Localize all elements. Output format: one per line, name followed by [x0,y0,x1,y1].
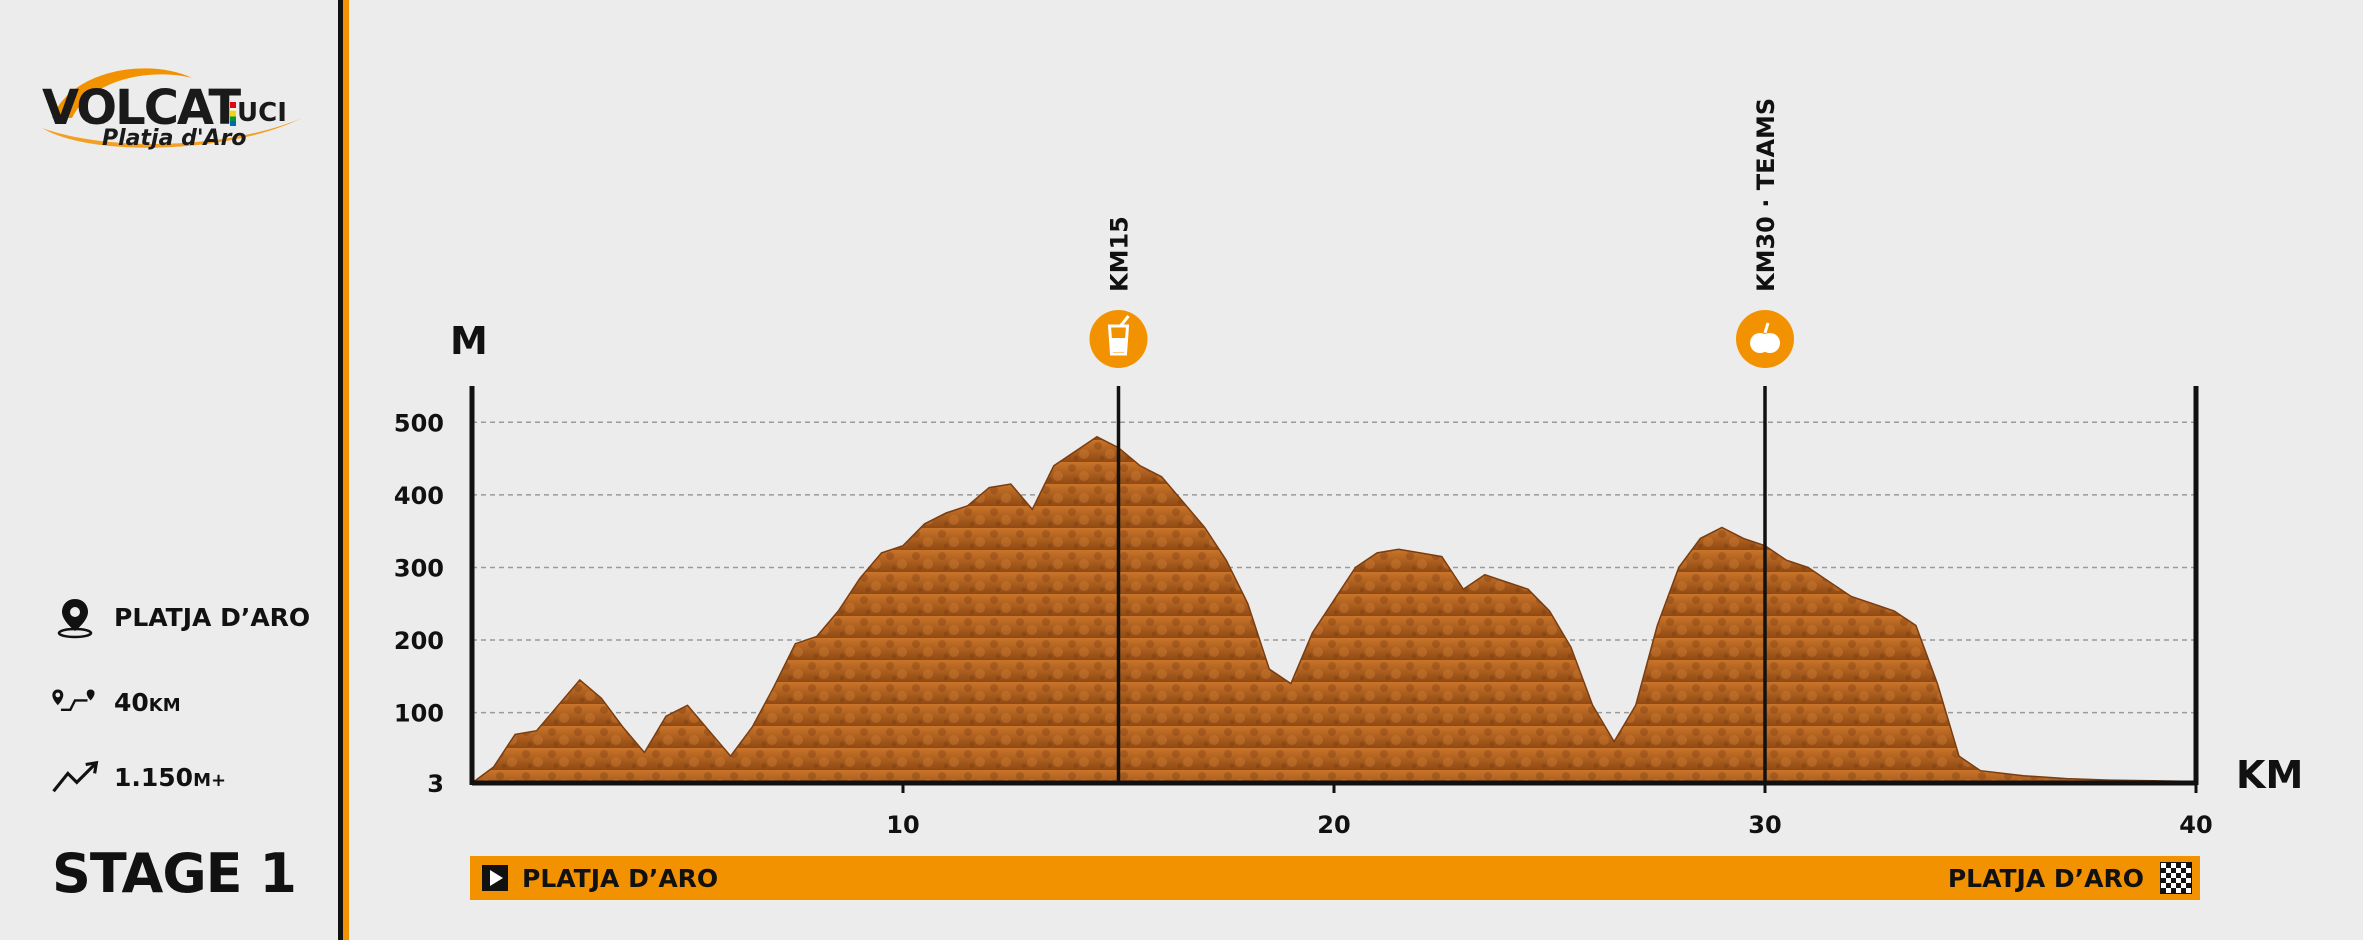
stage-title: STAGE 1 [52,842,297,905]
checkered-flag-icon [2160,862,2192,894]
drink-fill [1111,338,1126,352]
y-tick-label-3: 3 [427,770,444,798]
chart-markers: KM15 KM30 · TEAMS [1089,98,1794,783]
y-tick-label-200: 200 [394,627,444,655]
y-axis-label: M [450,319,488,363]
distance-label: 40KM [114,688,181,717]
y-tick-label-300: 300 [394,554,444,582]
apple-right [1760,333,1780,353]
logo-text: VOLCAT [42,80,241,136]
route-finish: PLATJA D’ARO [1948,862,2200,894]
start-label: PLATJA D’ARO [522,863,719,893]
logo-subtitle: Platja d'Aro [102,126,247,151]
divider-orange [343,0,349,940]
x-tick-label-10: 10 [886,811,919,839]
sidebar: VOLCAT UCI Platja d'Aro PLATJA D’ARO 40K… [0,0,336,940]
chart-ticks: 3 100 200 300 400 500 10 20 30 40 [394,409,2213,839]
route-bar: PLATJA D’ARO PLATJA D’ARO [470,856,2200,900]
play-icon [482,865,508,891]
marker-label-1: KM30 · TEAMS [1752,98,1780,292]
drink-icon [1089,310,1148,368]
uci-stripes-icon [230,102,236,126]
apple-icon [1736,310,1794,368]
divider-black [338,0,343,940]
y-tick-label-400: 400 [394,482,444,510]
chart-area-layer [469,435,2197,784]
volcat-logo: VOLCAT UCI Platja d'Aro [32,58,312,158]
elevation-label: 1.150M+ [114,763,226,792]
distance-unit: KM [148,694,181,716]
logo-swoosh-icon [42,68,302,148]
x-tick-label-30: 30 [1748,811,1781,839]
x-axis-label: KM [2236,753,2303,797]
distance-value: 40 [114,687,149,717]
elevation-row: 1.150M+ [50,755,226,799]
drink-straw [1119,315,1130,327]
elevation-unit: M+ [193,769,227,791]
route-start: PLATJA D’ARO [470,864,718,893]
y-tick-label-100: 100 [394,700,444,728]
apple-stem [1763,322,1770,334]
location-row: PLATJA D’ARO [50,595,310,639]
elevation-gain-icon [50,755,100,799]
location-pin-icon [50,595,100,639]
x-tick-label-40: 40 [2179,811,2212,839]
finish-label: PLATJA D’ARO [1947,863,2144,893]
location-label: PLATJA D’ARO [114,602,311,632]
logo-badge: UCI [237,98,287,128]
x-tick-label-20: 20 [1317,811,1350,839]
route-distance-icon [50,680,100,724]
distance-row: 40KM [50,680,181,724]
marker-label-0: KM15 [1106,216,1134,292]
elevation-area [469,435,2197,784]
y-tick-label-500: 500 [394,409,444,437]
elevation-value: 1.150 [114,762,194,792]
